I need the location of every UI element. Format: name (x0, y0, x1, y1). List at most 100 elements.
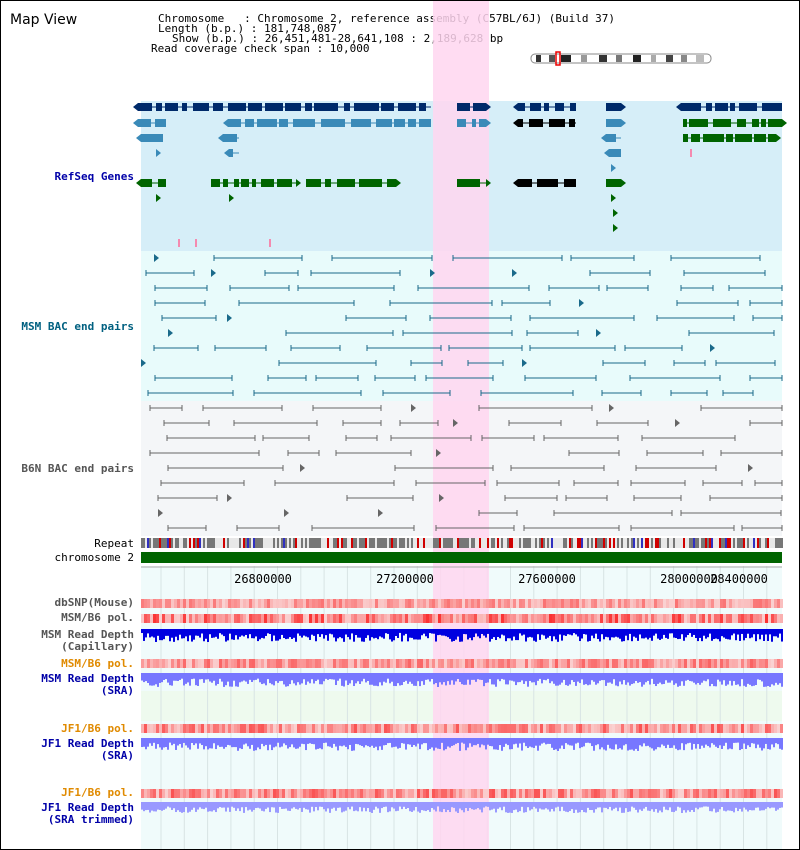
read-depth-bar (717, 673, 719, 680)
read-depth-bar (251, 629, 253, 639)
repeat-mark (223, 538, 225, 548)
polymorphism-mark (543, 599, 546, 608)
read-depth-bar (459, 629, 461, 642)
polymorphism-mark (468, 599, 471, 608)
polymorphism-mark (342, 614, 345, 623)
polymorphism-mark (705, 659, 708, 668)
polymorphism-mark (318, 614, 321, 623)
read-depth-bar (369, 629, 371, 641)
polymorphism-mark (642, 789, 645, 798)
repeat-mark (679, 538, 681, 548)
repeat-mark (539, 538, 541, 548)
read-depth-bar (221, 629, 223, 635)
read-depth-bar (453, 673, 455, 685)
read-depth-bar (615, 629, 617, 637)
polymorphism-mark (366, 659, 369, 668)
polymorphism-mark (714, 614, 717, 623)
read-depth-bar (691, 738, 693, 750)
read-depth-bar (505, 802, 507, 813)
read-depth-bar (637, 738, 639, 751)
repeat-mark (495, 538, 497, 548)
polymorphism-mark (183, 614, 186, 623)
polymorphism-mark (525, 659, 528, 668)
read-depth-bar (313, 738, 315, 745)
polymorphism-mark (660, 599, 663, 608)
gene-exon (285, 103, 301, 111)
repeat-mark (611, 538, 613, 548)
polymorphism-mark (147, 789, 150, 798)
polymorphism-mark (267, 614, 270, 623)
read-depth-bar (633, 673, 635, 684)
repeat-mark (657, 538, 659, 548)
polymorphism-mark (516, 724, 519, 733)
polymorphism-mark (273, 724, 276, 733)
polymorphism-mark (696, 724, 699, 733)
read-depth-bar (587, 802, 589, 808)
read-depth-bar (189, 629, 191, 636)
polymorphism-mark (336, 659, 339, 668)
polymorphism-mark (438, 599, 441, 608)
read-depth-bar (525, 802, 527, 813)
repeat-mark (299, 538, 301, 548)
gene-exon (359, 179, 382, 187)
read-depth-bar (275, 629, 277, 641)
polymorphism-mark (387, 724, 390, 733)
read-depth-bar (647, 802, 649, 811)
polymorphism-mark (669, 789, 672, 798)
read-depth-bar (677, 738, 679, 751)
polymorphism-mark (294, 659, 297, 668)
polymorphism-mark (435, 659, 438, 668)
read-depth-bar (357, 673, 359, 682)
polymorphism-mark (474, 789, 477, 798)
polymorphism-mark (489, 724, 492, 733)
read-depth-bar (163, 802, 165, 810)
read-depth-bar (625, 802, 627, 809)
polymorphism-mark (567, 724, 570, 733)
read-depth-bar (191, 673, 193, 680)
polymorphism-mark (582, 724, 585, 733)
repeat-mark (461, 538, 463, 548)
track-label-jf1-b6-pol-2: JF1/B6 pol. (61, 786, 134, 799)
polymorphism-mark (219, 789, 222, 798)
gene-exon (419, 103, 426, 111)
read-depth-bar (265, 629, 267, 636)
repeat-mark (417, 538, 419, 548)
gene-exon (387, 179, 396, 187)
read-depth-bar (629, 802, 631, 812)
read-depth-bar (213, 802, 215, 811)
read-depth-bar (513, 802, 515, 811)
gene-exon (555, 103, 564, 111)
read-depth-bar (633, 629, 635, 637)
read-depth-bar (557, 673, 559, 686)
repeat-mark (219, 538, 221, 548)
read-depth-bar (541, 738, 543, 744)
polymorphism-mark (369, 614, 372, 623)
polymorphism-mark (579, 724, 582, 733)
repeat-mark (247, 538, 249, 548)
polymorphism-mark (345, 659, 348, 668)
read-depth-bar (279, 673, 281, 682)
gene-exon (241, 179, 249, 187)
polymorphism-mark (642, 599, 645, 608)
read-depth-bar (529, 673, 531, 681)
read-depth-bar (499, 673, 501, 682)
read-depth-bar (255, 738, 257, 751)
polymorphism-mark (516, 659, 519, 668)
gene-exon (606, 119, 621, 127)
read-depth-bar (743, 738, 745, 744)
read-depth-bar (661, 802, 663, 813)
polymorphism-mark (411, 614, 414, 623)
polymorphism-mark (504, 599, 507, 608)
read-depth-bar (203, 738, 205, 750)
gene-marker (195, 239, 197, 247)
read-depth-bar (349, 629, 351, 640)
repeat-mark (337, 538, 339, 548)
polymorphism-mark (315, 789, 318, 798)
read-depth-bar (771, 738, 773, 745)
read-depth-bar (495, 738, 497, 750)
read-depth-bar (231, 629, 233, 640)
b6n-bac-pair-arrow (227, 494, 232, 502)
read-depth-bar (505, 629, 507, 642)
repeat-mark (497, 538, 499, 548)
